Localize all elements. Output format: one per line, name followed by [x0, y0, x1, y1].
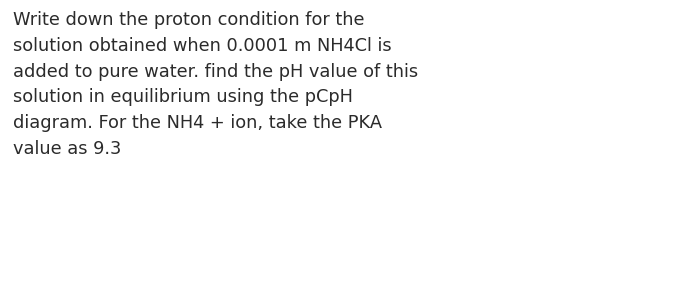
Text: Write down the proton condition for the
solution obtained when 0.0001 m NH4Cl is: Write down the proton condition for the … — [13, 11, 418, 158]
